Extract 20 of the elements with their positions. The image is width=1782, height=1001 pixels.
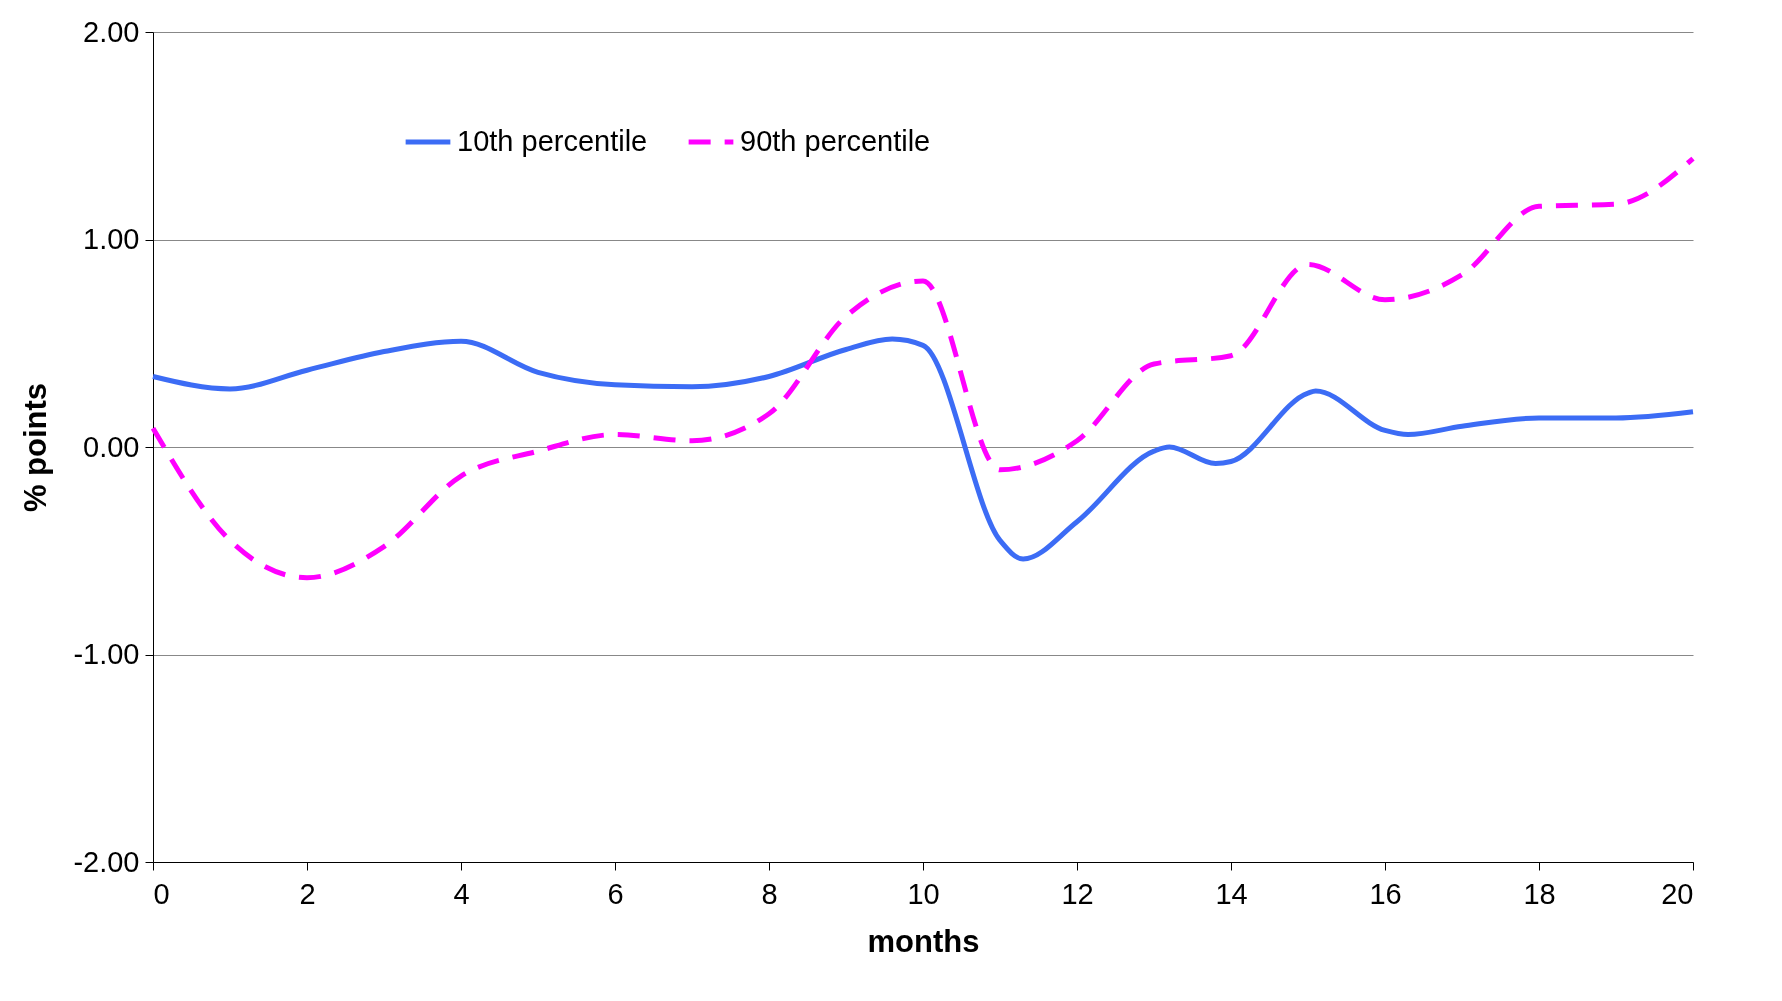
y-tick-label: -2.00 bbox=[73, 845, 140, 878]
x-tick-label: 10 bbox=[907, 877, 940, 910]
x-tick-label: 20 bbox=[1661, 877, 1694, 910]
x-tick-label: 14 bbox=[1215, 877, 1248, 910]
x-tick-label: 12 bbox=[1061, 877, 1094, 910]
y-tick-label: 1.00 bbox=[83, 223, 140, 255]
y-axis-title: % points bbox=[18, 382, 54, 513]
x-tick-label: 2 bbox=[299, 877, 316, 910]
y-tick-label: -1.00 bbox=[73, 638, 140, 670]
y-tick-label: 0.00 bbox=[83, 430, 140, 463]
x-axis-title: months bbox=[867, 923, 980, 959]
x-tick-label: 18 bbox=[1523, 877, 1556, 910]
legend-label: 10th percentile bbox=[457, 125, 648, 157]
x-tick-label: 4 bbox=[453, 877, 470, 910]
x-tick-label: 8 bbox=[761, 877, 778, 910]
legend-label: 90th percentile bbox=[740, 125, 931, 157]
y-tick-label: 2.00 bbox=[83, 15, 140, 48]
x-tick-label: 16 bbox=[1369, 877, 1402, 910]
x-tick-label: 6 bbox=[607, 877, 624, 910]
x-tick-label: 0 bbox=[153, 877, 170, 910]
